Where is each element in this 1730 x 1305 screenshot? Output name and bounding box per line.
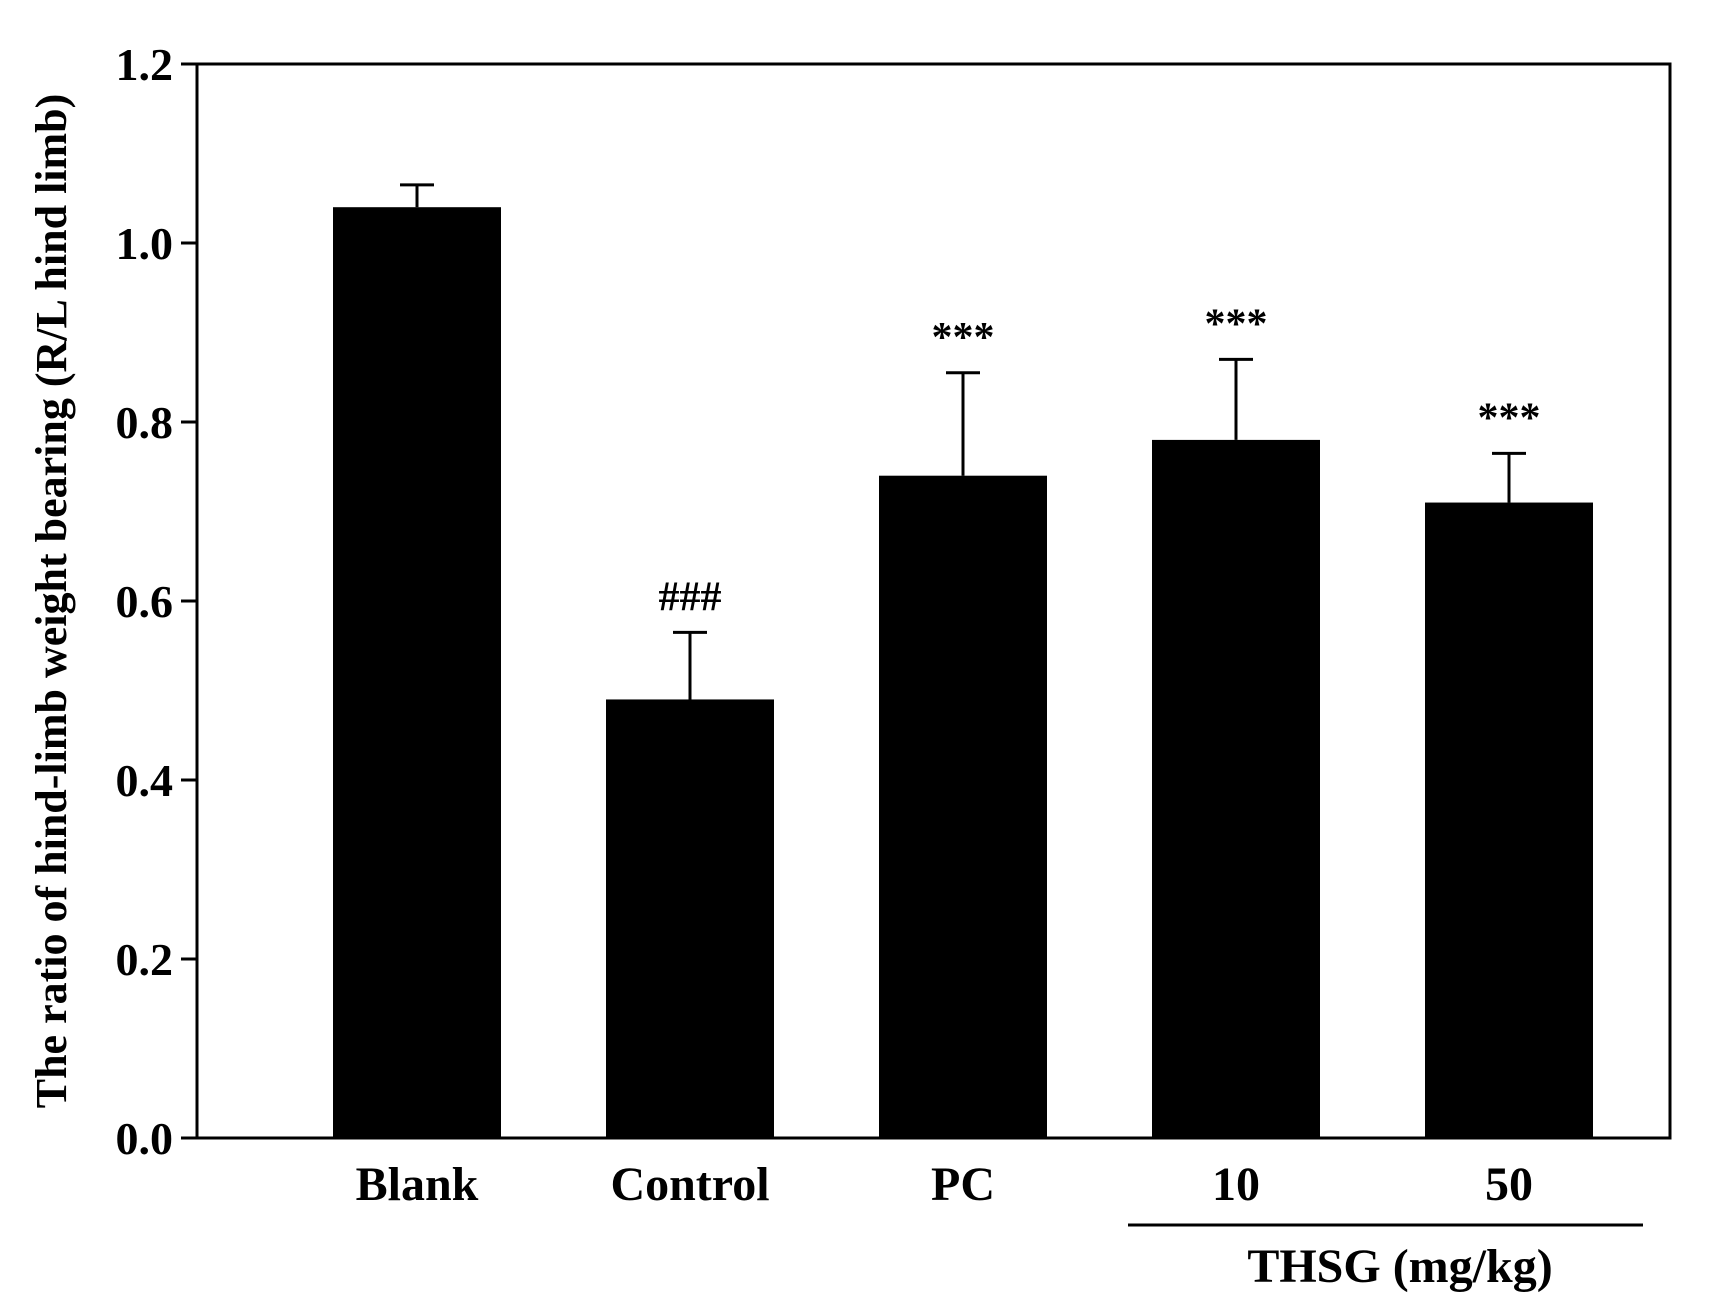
- x-tick-label: PC: [931, 1158, 995, 1211]
- significance-label: ###: [659, 574, 722, 620]
- bar: [333, 207, 501, 1138]
- y-tick-label: 0.2: [116, 934, 174, 985]
- x-tick-label: 50: [1485, 1158, 1533, 1211]
- y-tick-label: 0.8: [116, 397, 174, 448]
- bar: [1425, 502, 1593, 1138]
- plot-frame: [195, 62, 1672, 1140]
- y-tick-label: 0.6: [116, 576, 174, 627]
- y-axis-ticks: 0.0 0.2 0.4 0.6 0.8 1.0 1.2: [116, 39, 197, 1164]
- x-axis-labels: Blank Control PC 10 50: [356, 1158, 1533, 1211]
- x-tick-label: Control: [610, 1158, 769, 1211]
- x-tick-label: 10: [1212, 1158, 1260, 1211]
- bar: [879, 475, 1047, 1138]
- group-label: THSG (mg/kg): [1247, 1240, 1552, 1293]
- bar: [1152, 439, 1320, 1138]
- y-tick-label: 1.0: [116, 218, 174, 269]
- y-tick-label: 1.2: [116, 39, 174, 90]
- error-bars: [400, 183, 1526, 700]
- significance-label: ***: [932, 315, 995, 361]
- y-axis-label: The ratio of hind-limb weight bearing (R…: [27, 94, 76, 1109]
- significance-label: ***: [1478, 395, 1541, 441]
- x-tick-label: Blank: [356, 1158, 479, 1211]
- bar: [606, 699, 774, 1138]
- significance-annotations: ### *** *** ***: [659, 301, 1541, 620]
- y-tick-label: 0.0: [116, 1113, 174, 1164]
- bars: [333, 207, 1593, 1138]
- significance-label: ***: [1205, 301, 1268, 347]
- y-tick-label: 0.4: [116, 755, 174, 806]
